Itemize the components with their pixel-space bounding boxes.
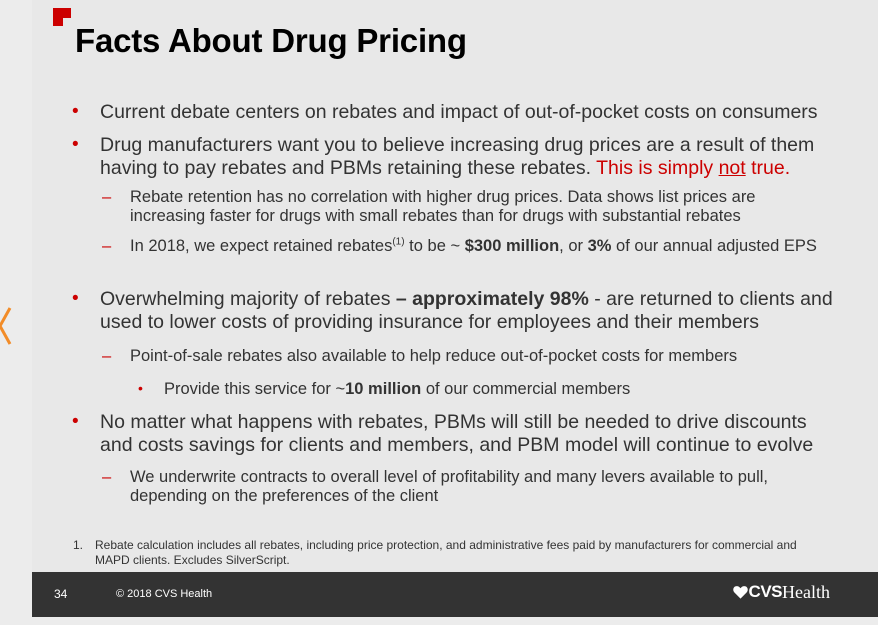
sub-bullet-item: – In 2018, we expect retained rebates(1)…: [102, 236, 817, 255]
sub-bullet-marker: –: [102, 468, 112, 486]
bottom-strip: [0, 617, 878, 625]
bullet-marker: •: [72, 288, 79, 309]
bullet-item: • Current debate centers on rebates and …: [72, 101, 818, 123]
footnote-number: 1.: [73, 538, 84, 552]
sub-bullet-marker: –: [102, 188, 112, 206]
sub-sub-bullet-marker: •: [138, 380, 143, 396]
sub-sub-bullet-item: • Provide this service for ~10 million o…: [138, 380, 631, 398]
page-title: Facts About Drug Pricing: [75, 22, 467, 59]
bullet-marker: •: [72, 411, 79, 432]
sub-bullet-marker: –: [102, 237, 112, 255]
footer-bar: 34 © 2018 CVS Health CVS Health: [32, 572, 878, 617]
bullet-marker: •: [72, 134, 79, 155]
sub-bullet-item: – We underwrite contracts to overall lev…: [102, 468, 769, 506]
heart-icon: [732, 586, 748, 599]
bullet-marker: •: [72, 101, 79, 122]
copyright: © 2018 CVS Health: [116, 588, 213, 600]
sub-bullet-item: – Point-of-sale rebates also available t…: [102, 347, 738, 365]
bullet-item: • Drug manufacturers want you to believe…: [72, 134, 815, 179]
footnote: 1. Rebate calculation includes all rebat…: [73, 538, 833, 568]
sub-bullet-item: – Rebate retention has no correlation wi…: [102, 188, 756, 226]
page-number: 34: [54, 587, 68, 601]
footnote-ref: (1): [392, 236, 405, 248]
emphasis-text: This is simply not true.: [596, 157, 791, 179]
bullet-item: • No matter what happens with rebates, P…: [72, 411, 814, 456]
sub-bullet-marker: –: [102, 347, 112, 365]
corner-logo-icon: [53, 8, 71, 26]
footnote-text: Rebate calculation includes all rebates,…: [95, 538, 797, 567]
chevron-left-icon: [0, 307, 12, 345]
slide-background: [32, 0, 878, 625]
bullet-item: • Overwhelming majority of rebates – app…: [72, 288, 833, 333]
brand-logo: CVS Health: [732, 580, 830, 604]
